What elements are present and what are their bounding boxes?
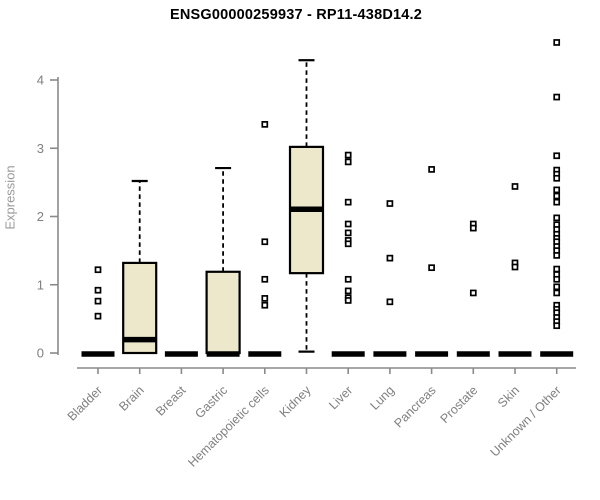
- outlier-point: [553, 174, 561, 182]
- category-label: Hematopoietic cells: [185, 383, 272, 470]
- outlier-point: [344, 220, 352, 228]
- outlier-point: [553, 275, 561, 283]
- category-label: Lung: [367, 383, 397, 413]
- outlier-point: [261, 275, 269, 283]
- y-tick-label: 3: [37, 141, 44, 156]
- box-lung: [373, 200, 407, 357]
- outlier-point: [344, 297, 352, 304]
- outlier-point: [553, 192, 561, 200]
- outlier-point: [428, 166, 435, 173]
- outlier-point: [553, 198, 561, 206]
- outlier-point: [469, 224, 477, 232]
- box-hematopoietic-cells: [248, 121, 282, 357]
- outlier-point: [553, 93, 561, 101]
- category-label: Unknown / Other: [488, 383, 564, 459]
- chart-title: ENSG00000259937 - RP11-438D14.2: [169, 7, 423, 23]
- y-tick-label: 4: [37, 73, 44, 88]
- outlier-point: [261, 301, 269, 309]
- box-brain: [122, 179, 158, 355]
- category-label: Liver: [326, 383, 355, 412]
- outlier-point: [469, 289, 477, 297]
- box-pancreas: [415, 166, 449, 357]
- outlier-point: [553, 289, 561, 297]
- category-label: Prostate: [438, 383, 481, 426]
- box-gastric: [205, 166, 241, 357]
- outlier-point: [344, 198, 352, 206]
- category-label: Brain: [116, 383, 147, 414]
- outlier-point: [553, 265, 561, 273]
- outlier-point: [553, 186, 561, 194]
- iqr-box: [205, 270, 241, 355]
- outlier-point: [94, 266, 102, 274]
- box-bladder: [81, 266, 115, 357]
- box-kidney: [288, 59, 325, 353]
- box-skin: [498, 183, 532, 357]
- category-label: Pancreas: [391, 383, 438, 430]
- outlier-point: [344, 287, 352, 295]
- box-unknown-other: [540, 39, 574, 357]
- outlier-point: [553, 152, 561, 160]
- box-liver: [331, 151, 365, 357]
- outlier-point: [344, 151, 352, 159]
- outlier-point: [511, 263, 519, 271]
- outlier-point: [344, 275, 352, 283]
- outlier-point: [94, 286, 102, 294]
- outlier-point: [553, 252, 561, 259]
- category-label: Kidney: [277, 383, 314, 420]
- outlier-point: [553, 322, 561, 330]
- outlier-point: [386, 254, 394, 262]
- category-label: Breast: [153, 383, 189, 419]
- outlier-point: [386, 298, 394, 306]
- category-label: Skin: [495, 383, 522, 410]
- outlier-point: [553, 214, 561, 222]
- outlier-point: [344, 158, 352, 166]
- y-tick-label: 1: [37, 277, 44, 292]
- outlier-point: [344, 240, 352, 248]
- outlier-point: [553, 39, 561, 46]
- y-tick-label: 0: [37, 346, 44, 361]
- outlier-point: [344, 229, 352, 237]
- outlier-point: [94, 297, 102, 305]
- y-tick-label: 2: [37, 209, 44, 224]
- outlier-point: [261, 121, 269, 128]
- category-label: Bladder: [65, 383, 105, 423]
- outlier-point: [553, 283, 561, 291]
- outlier-point: [386, 200, 394, 207]
- outlier-point: [428, 264, 435, 272]
- outlier-point: [261, 295, 269, 302]
- box-prostate: [456, 220, 490, 357]
- outlier-point: [94, 312, 102, 320]
- outlier-point: [261, 238, 269, 246]
- y-axis: 0 1 2 3 4: [37, 73, 59, 361]
- outlier-point: [511, 183, 519, 190]
- category-label: Gastric: [192, 383, 230, 421]
